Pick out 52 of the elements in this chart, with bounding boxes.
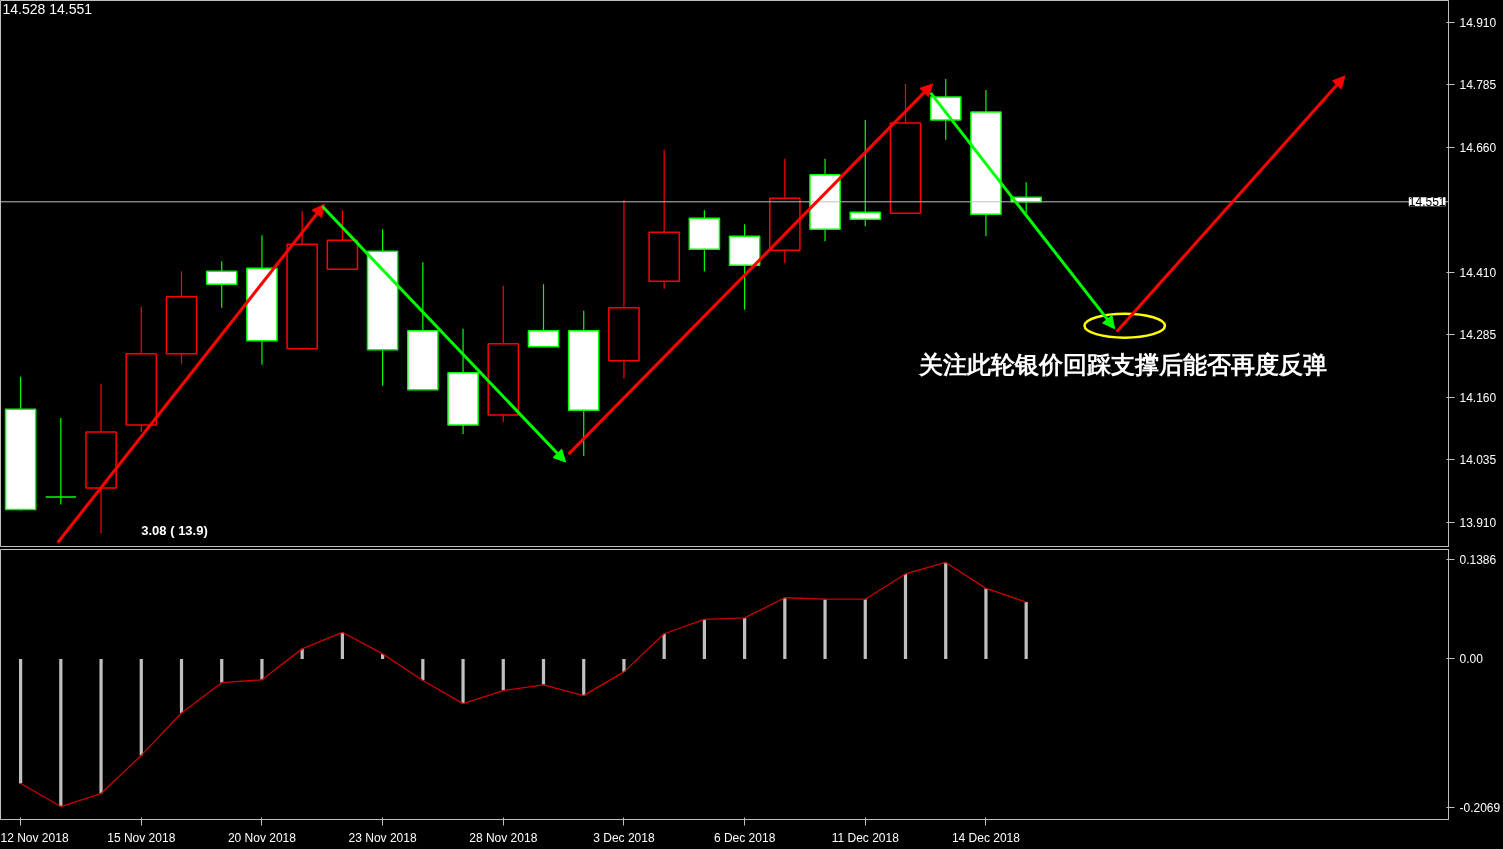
bar [179,658,184,713]
bar [944,562,948,659]
x-tick-label: 15 Nov 2018 [107,830,176,845]
bar [340,632,344,659]
y-tick-label: 0.00 [1459,652,1484,667]
y-tick-label: 14.910 [1459,15,1497,30]
bar [260,658,264,680]
bar [19,658,23,784]
y-tick-label: 14.785 [1459,78,1497,93]
bar [220,658,224,683]
bar [461,658,465,704]
bar [541,658,546,685]
bar [863,599,867,659]
candlestick [849,119,882,227]
x-tick-label: 11 Dec 2018 [831,830,900,845]
x-tick-label: 6 Dec 2018 [713,830,776,845]
bar [59,658,63,807]
bar [984,588,988,659]
bar [300,648,304,659]
x-tick-label: 23 Nov 2018 [348,830,417,845]
bar [1024,602,1028,659]
annotation: 关注此轮银价回踩支撑后能否再度反弹 [917,350,1327,380]
bar [582,658,586,696]
y-tick-label: 14.660 [1459,140,1497,155]
ref-line-label: 14.551 [1408,195,1446,210]
x-tick-label: 28 Nov 2018 [469,830,538,845]
x-tick-label: 14 Dec 2018 [951,830,1021,845]
y-tick-label: 0.1386 [1459,552,1497,567]
x-tick-label: 3 Dec 2018 [593,830,655,845]
y-tick-label: 13.910 [1459,515,1497,530]
y-tick-label: 14.160 [1459,390,1497,405]
x-tick-label: 20 Nov 2018 [227,830,297,845]
bar [903,573,908,659]
bar [421,658,425,681]
bar [622,658,626,672]
bar [139,658,143,756]
y-tick-label: 14.035 [1459,453,1497,468]
y-tick-label: -0.2069 [1459,801,1501,816]
candlestick [45,417,77,506]
annotation: 14.528 14.551 [2,0,93,17]
x-tick-label: 12 Nov 2018 [0,830,69,845]
bar [99,658,103,794]
y-tick-label: 14.285 [1459,328,1497,343]
annotation: 3.08 ( 13.9) [141,523,208,539]
bar [783,597,787,659]
bar [702,619,706,659]
line-series [19,561,1027,808]
bar [743,617,747,659]
y-tick-label: 14.410 [1459,265,1497,280]
bar [823,599,827,659]
bar [662,633,666,659]
bar [501,658,505,691]
